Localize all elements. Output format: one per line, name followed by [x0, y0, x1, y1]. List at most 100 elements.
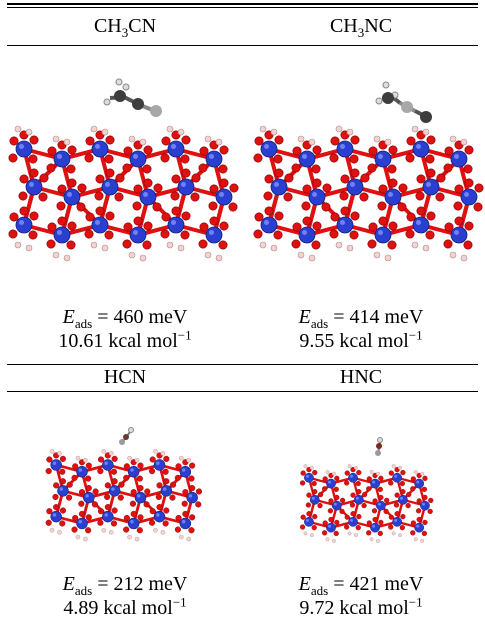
oxygen-atom: [218, 164, 228, 174]
atom-highlight: [133, 154, 138, 159]
hydrogen-atom: [259, 241, 267, 249]
hydrogen-atom: [128, 135, 136, 143]
oxygen-atom: [306, 511, 312, 517]
oxygen-atom: [349, 230, 359, 240]
oxygen-atom: [104, 504, 111, 511]
oxygen-atom: [311, 164, 321, 174]
molecule-hnc: [375, 437, 383, 456]
hydrogen-atom: [215, 138, 223, 146]
oxygen-atom: [161, 136, 171, 146]
oxygen-atom: [181, 135, 191, 145]
oxygen-atom: [410, 476, 416, 482]
hydrogen-atom: [52, 135, 60, 143]
silicon-atom: [460, 188, 478, 206]
oxygen-atom: [383, 508, 389, 515]
oxygen-atom: [137, 485, 144, 492]
oxygen-atom: [410, 530, 416, 536]
panel-title-hnc: HNC: [339, 366, 383, 388]
oxygen-atom: [398, 183, 408, 193]
oxygen-atom: [387, 164, 397, 174]
oxygen-atom: [264, 206, 274, 216]
silicon-atom: [167, 140, 185, 158]
oxygen-atom: [117, 494, 124, 501]
atom-highlight: [52, 513, 57, 517]
hydrogen-atom: [25, 244, 33, 252]
oxygen-atom: [209, 216, 219, 226]
energy-ch3nc: Eads = 414 meV 9.55 kcal mol−1: [298, 306, 424, 352]
oxygen-atom: [333, 486, 339, 492]
oxygen-atom: [46, 239, 56, 249]
oxygen-atom: [38, 192, 48, 202]
oxygen-atom: [45, 468, 52, 475]
oxygen-atom: [263, 191, 273, 201]
silicon-atom: [304, 516, 314, 527]
oxygen-atom: [333, 530, 339, 537]
hydrogen-atom: [75, 455, 81, 461]
oxygen-atom: [104, 230, 114, 240]
panel-title-ch3nc: CH3NC: [329, 15, 393, 40]
oxygen-atom: [105, 135, 115, 145]
oxygen-atom: [339, 497, 346, 503]
hydrogen-atom: [101, 527, 107, 533]
hydrogen-atom: [297, 135, 305, 143]
oxygen-atom: [349, 154, 359, 164]
atom-highlight: [328, 480, 331, 484]
silicon-atom: [412, 140, 430, 158]
energy-hcn: Eads = 212 meV 4.89 kcal mol−1: [62, 573, 188, 619]
oxygen-atom: [84, 153, 94, 163]
oxygen-atom: [426, 211, 436, 221]
hydrogen-atom: [259, 125, 267, 133]
hydrogen-atom: [369, 470, 374, 474]
oxygen-atom: [59, 455, 67, 462]
hydrogen-atom: [186, 536, 192, 542]
oxygen-atom: [388, 178, 398, 188]
oxygen-atom: [219, 221, 229, 231]
oxygen-atom: [378, 184, 388, 194]
atom-highlight: [377, 502, 381, 506]
silicon-atom: [353, 494, 364, 505]
oxygen-atom: [59, 478, 67, 485]
oxygen-atom: [66, 494, 73, 501]
hydrogen-atom: [63, 254, 71, 262]
oxygen-atom: [427, 508, 433, 515]
atom-highlight: [274, 182, 279, 187]
oxygen-atom: [329, 229, 339, 239]
oxygen-atom: [228, 202, 238, 212]
silicon-atom: [450, 226, 468, 244]
oxygen-atom: [72, 463, 79, 470]
silicon-atom: [336, 140, 354, 158]
oxygen-atom: [388, 145, 398, 155]
hydrogen-atom: [384, 254, 392, 262]
hydrogen-atom: [160, 530, 166, 535]
oxygen-atom: [189, 514, 196, 521]
atom-highlight: [400, 496, 403, 500]
oxygen-atom: [171, 206, 181, 216]
oxygen-atom: [92, 488, 99, 495]
silicon-atom: [76, 517, 88, 530]
hydrogen-atom: [398, 465, 402, 470]
oxygen-atom: [388, 514, 394, 520]
oxygen-atom: [405, 153, 415, 163]
hcn-adsorption-structure: [45, 427, 203, 542]
oxygen-atom: [301, 201, 311, 211]
hydrogen-atom: [127, 455, 132, 461]
hydrogen-atom: [108, 451, 114, 456]
oxygen-atom: [85, 514, 92, 521]
oxygen-atom: [9, 212, 19, 222]
oxygen-atom: [330, 212, 340, 222]
oxygen-atom: [104, 493, 111, 500]
oxygen-atom: [188, 475, 195, 482]
hydrogen-atom: [420, 471, 424, 476]
oxygen-atom: [388, 221, 398, 231]
oxygen-atom: [199, 222, 209, 232]
atom-highlight: [143, 192, 148, 197]
silicon-atom: [76, 466, 88, 478]
oxygen-atom: [85, 527, 92, 534]
oxygen-atom: [188, 527, 195, 534]
atom-highlight: [333, 502, 337, 506]
oxygen-atom: [114, 192, 124, 202]
oxygen-atom: [97, 468, 104, 475]
oxygen-atom: [122, 163, 132, 173]
atom-highlight: [57, 154, 62, 159]
oxygen-atom: [397, 202, 407, 212]
